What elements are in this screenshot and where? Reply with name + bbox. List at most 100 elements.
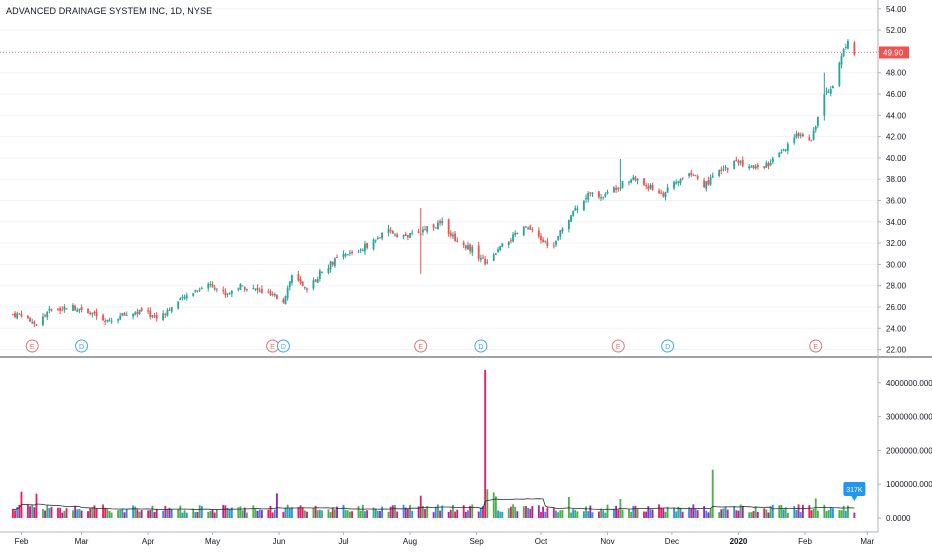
- event-label: D: [665, 344, 670, 351]
- time-tick-label: Sep: [469, 537, 484, 546]
- candle-body: [417, 231, 420, 233]
- candle-body: [666, 187, 669, 193]
- candle-body: [46, 311, 49, 318]
- price-axis-labels: 54.0052.0050.0048.0046.0044.0042.0040.00…: [878, 5, 907, 355]
- volume-bar: [102, 504, 104, 518]
- volume-bar: [230, 507, 233, 518]
- candle-body: [209, 284, 212, 286]
- volume-bar: [63, 510, 66, 518]
- candle-body: [252, 288, 255, 290]
- dividend-marker[interactable]: D: [661, 339, 675, 353]
- volume-bar: [831, 508, 834, 518]
- candle-body: [239, 283, 242, 290]
- volume-bar: [35, 493, 38, 518]
- earnings-marker[interactable]: E: [266, 339, 280, 353]
- candle-body: [469, 244, 472, 252]
- candle-body: [119, 315, 122, 320]
- candle-body: [364, 243, 366, 252]
- candle-body: [33, 321, 36, 325]
- volume-bar: [754, 506, 757, 518]
- candle-body: [692, 175, 695, 177]
- volume-bar: [269, 505, 272, 518]
- earnings-marker[interactable]: E: [25, 339, 39, 353]
- candle-body: [492, 254, 495, 261]
- candle-body: [93, 312, 96, 314]
- volume-bar: [570, 512, 572, 518]
- candle-body: [587, 192, 590, 200]
- volume-bar: [499, 511, 502, 518]
- volume-bar: [718, 512, 721, 518]
- volume-bar: [209, 511, 212, 518]
- volume-bar: [439, 510, 441, 518]
- candle-body: [181, 296, 184, 298]
- candle-body: [117, 319, 119, 321]
- volume-bar: [649, 509, 652, 518]
- event-label: E: [418, 344, 423, 351]
- candle-body: [752, 165, 755, 168]
- candle-body: [754, 166, 757, 169]
- candle-body: [600, 197, 602, 199]
- volume-bar: [419, 495, 422, 518]
- volume-bar: [651, 509, 654, 518]
- candle-body: [108, 320, 111, 322]
- volume-bar: [492, 492, 495, 518]
- event-circle: [414, 339, 428, 353]
- dividend-marker[interactable]: D: [276, 339, 290, 353]
- earnings-marker[interactable]: E: [414, 339, 428, 353]
- volume-bar: [344, 509, 347, 518]
- candle-body: [750, 166, 753, 168]
- volume-bar: [252, 505, 255, 518]
- candle-body: [615, 187, 618, 190]
- candle-body: [531, 229, 534, 231]
- dividend-marker[interactable]: D: [474, 339, 488, 353]
- candle-body: [409, 233, 411, 238]
- volume-bar: [348, 511, 351, 518]
- candle-body: [327, 268, 330, 273]
- volume-bar: [359, 510, 362, 518]
- candle-body: [718, 170, 721, 176]
- volume-bar: [677, 506, 680, 518]
- volume-bar: [630, 511, 633, 518]
- candle-body: [432, 224, 435, 228]
- volume-bar: [720, 509, 723, 518]
- candle-body: [31, 322, 34, 324]
- event-circle: [611, 339, 625, 353]
- volume-bar: [454, 511, 457, 518]
- candle-body: [454, 233, 457, 241]
- candle-body: [724, 166, 727, 168]
- candle-body: [132, 313, 135, 317]
- volume-bar: [140, 510, 143, 518]
- candle-body: [29, 318, 31, 322]
- candle-body: [183, 296, 186, 299]
- volume-tick-label: 2000000.0000: [886, 446, 932, 455]
- candle-body: [707, 180, 710, 185]
- volume-bar: [711, 469, 714, 518]
- volume-bar: [829, 507, 832, 518]
- candle-body: [121, 313, 124, 316]
- candle-body: [273, 294, 276, 296]
- time-tick-label: May: [205, 537, 220, 546]
- candle-body: [649, 184, 652, 189]
- dividend-marker[interactable]: D: [75, 339, 89, 353]
- volume-bar: [769, 506, 772, 518]
- candle-body: [211, 284, 214, 288]
- volume-bar: [117, 510, 119, 518]
- volume-bar: [621, 509, 624, 518]
- candle-body: [537, 230, 540, 237]
- volume-bar: [733, 506, 736, 518]
- volume-bar: [793, 506, 796, 518]
- candle-body: [690, 172, 693, 175]
- candle-body: [675, 181, 678, 184]
- volume-bar: [600, 508, 602, 518]
- earnings-marker[interactable]: E: [611, 339, 625, 353]
- volume-bar: [342, 504, 345, 518]
- volume-bar: [808, 505, 811, 518]
- candle-body: [598, 191, 600, 198]
- candle-body: [660, 192, 663, 194]
- candle-body: [651, 184, 654, 191]
- earnings-marker[interactable]: E: [809, 339, 823, 353]
- candle-body: [110, 321, 113, 323]
- price-tick-label: 54.00: [886, 5, 907, 14]
